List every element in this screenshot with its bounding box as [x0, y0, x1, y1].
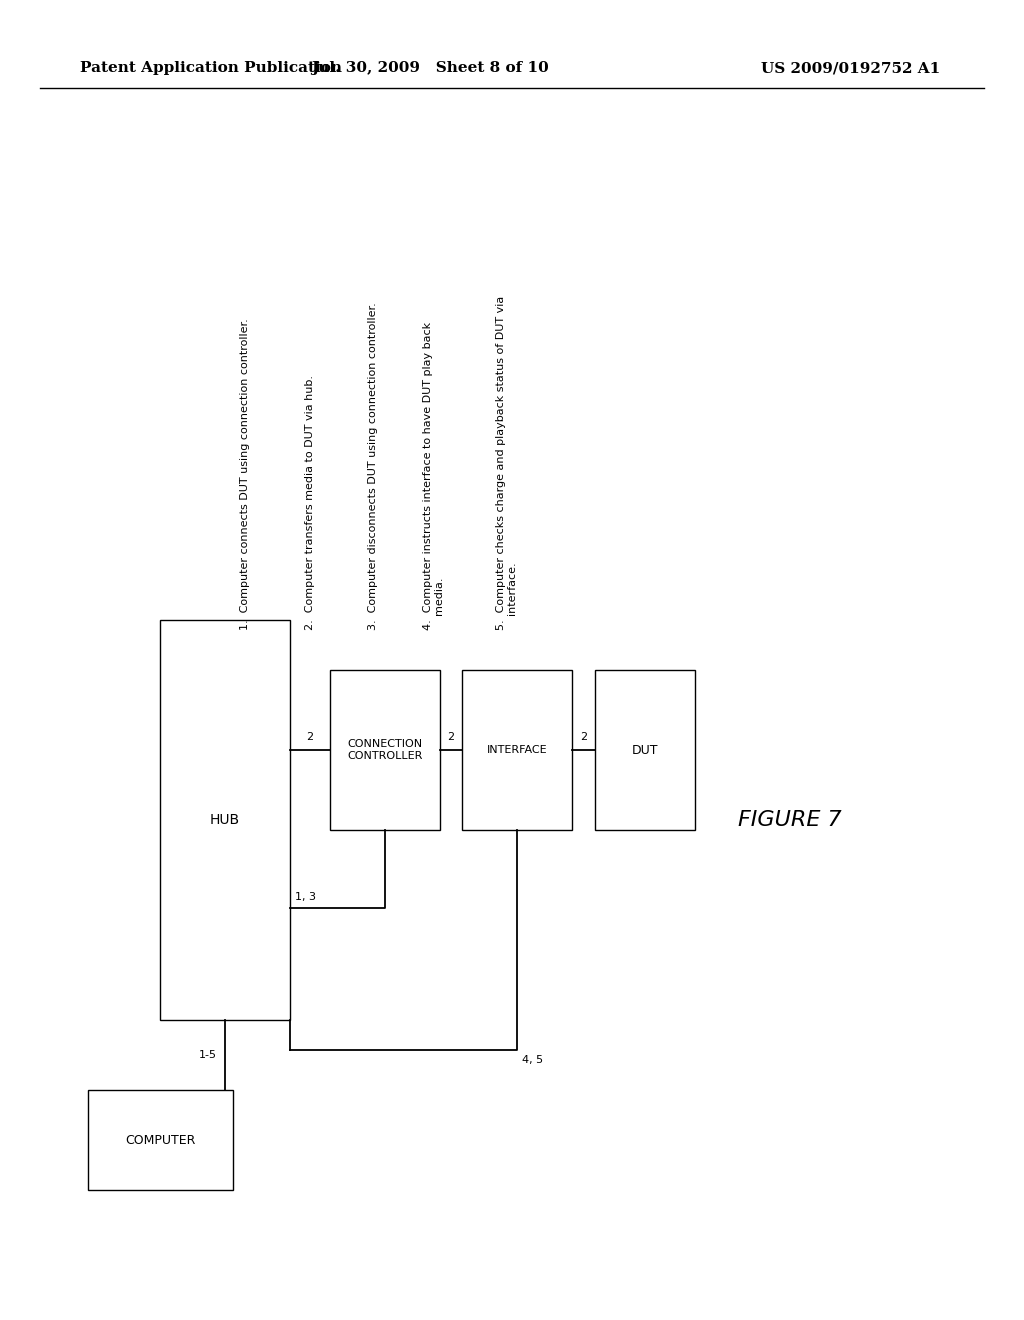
Text: 2: 2 — [447, 733, 455, 742]
Bar — [88, 1090, 233, 1191]
Text: CONNECTION
CONTROLLER: CONNECTION CONTROLLER — [347, 739, 423, 760]
Text: FIGURE 7: FIGURE 7 — [738, 810, 842, 830]
Text: 5.  Computer checks charge and playback status of DUT via
    interface.: 5. Computer checks charge and playback s… — [497, 296, 518, 630]
Bar — [595, 671, 695, 830]
Text: 2.  Computer transfers media to DUT via hub.: 2. Computer transfers media to DUT via h… — [305, 375, 315, 630]
Text: 1, 3: 1, 3 — [295, 892, 316, 902]
Bar — [462, 671, 572, 830]
Bar — [330, 671, 440, 830]
Text: 2: 2 — [580, 733, 587, 742]
Text: INTERFACE: INTERFACE — [486, 744, 547, 755]
Bar — [160, 620, 290, 1020]
Text: 4.  Computer instructs interface to have DUT play back
    media.: 4. Computer instructs interface to have … — [423, 322, 445, 630]
Text: 4, 5: 4, 5 — [522, 1055, 543, 1065]
Text: HUB: HUB — [210, 813, 240, 828]
Text: Jul. 30, 2009   Sheet 8 of 10: Jul. 30, 2009 Sheet 8 of 10 — [311, 61, 549, 75]
Text: DUT: DUT — [632, 743, 658, 756]
Text: COMPUTER: COMPUTER — [125, 1134, 196, 1147]
Text: 1-5: 1-5 — [199, 1049, 217, 1060]
Text: 2: 2 — [306, 733, 313, 742]
Text: 3.  Computer disconnects DUT using connection controller.: 3. Computer disconnects DUT using connec… — [368, 302, 378, 630]
Text: US 2009/0192752 A1: US 2009/0192752 A1 — [761, 61, 940, 75]
Text: Patent Application Publication: Patent Application Publication — [80, 61, 342, 75]
Text: 1.  Computer connects DUT using connection controller.: 1. Computer connects DUT using connectio… — [240, 318, 250, 630]
